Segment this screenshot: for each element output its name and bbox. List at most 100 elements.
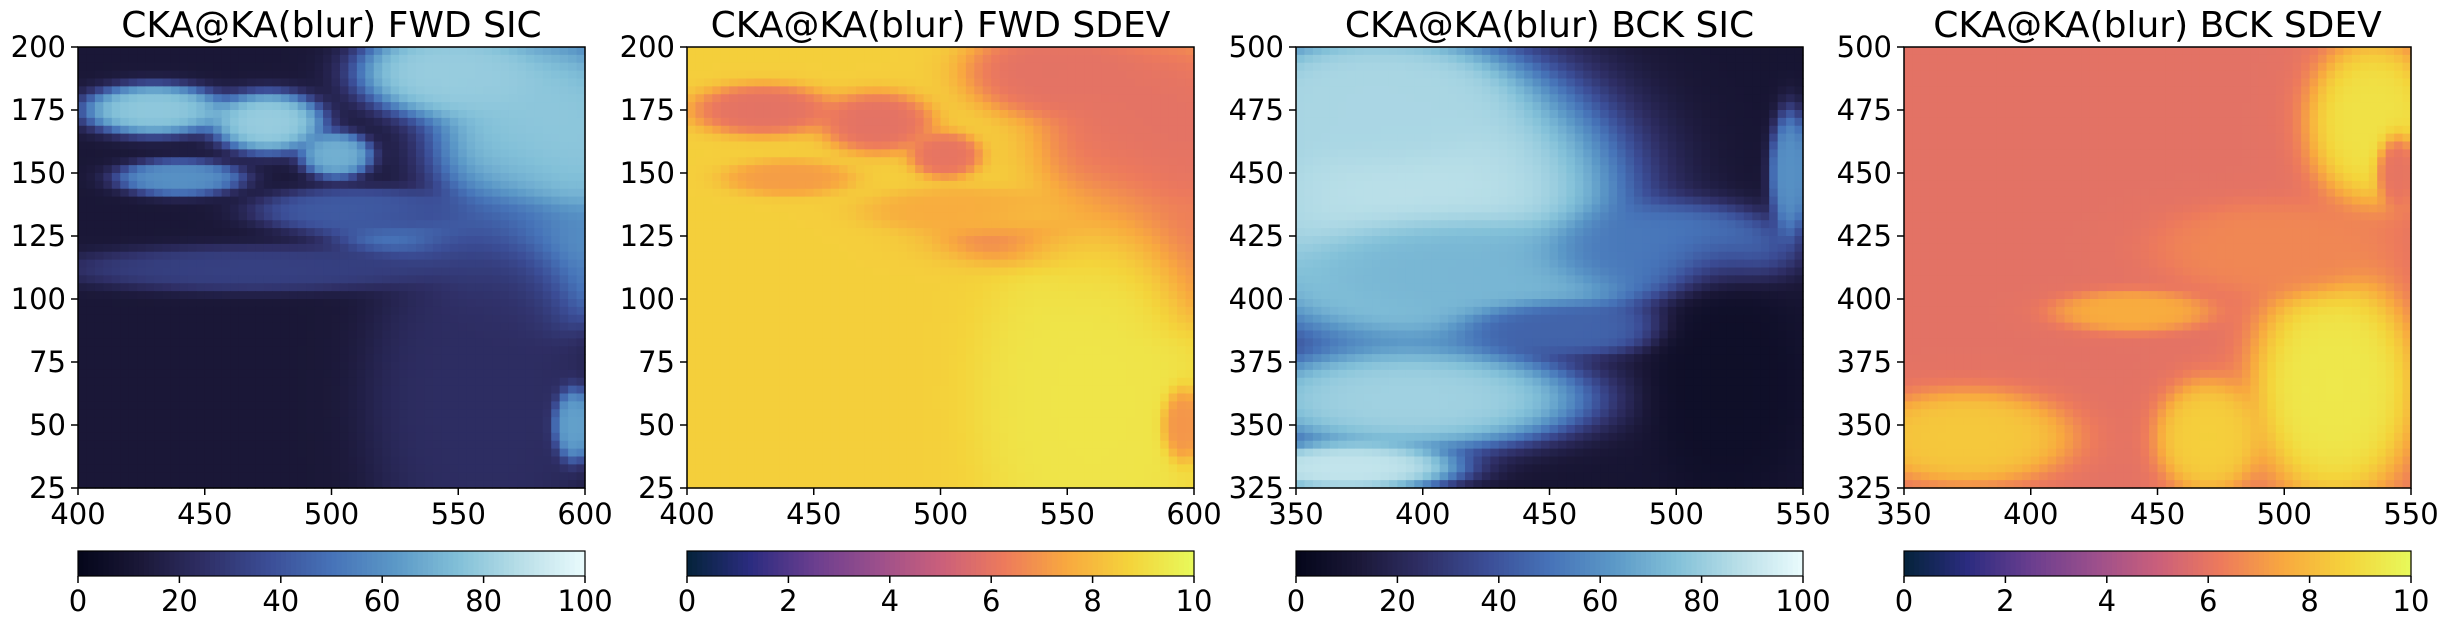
heatmap-cell: [280, 157, 290, 166]
heatmap-cell: [432, 228, 442, 237]
heatmap-cell: [86, 275, 96, 284]
heatmap-cell: [839, 188, 849, 198]
heatmap-cell: [568, 70, 578, 80]
heatmap-cell: [297, 62, 307, 72]
heatmap-cell: [382, 110, 392, 119]
heatmap-cell: [128, 212, 138, 221]
heatmap-cell: [712, 94, 722, 103]
heatmap-cell: [517, 228, 527, 237]
heatmap-cell: [466, 180, 476, 190]
heatmap-cell: [390, 464, 400, 473]
heatmap-cell: [737, 78, 747, 87]
heatmap-cell: [154, 314, 164, 324]
heatmap-cell: [999, 141, 1009, 150]
heatmap-cell: [390, 204, 400, 213]
heatmap-cell: [424, 204, 434, 213]
heatmap-cell: [1025, 125, 1035, 135]
heatmap-cell: [466, 110, 476, 119]
heatmap-cell: [492, 369, 502, 379]
heatmap-cell: [103, 464, 113, 473]
heatmap-cell: [289, 173, 299, 182]
heatmap-cell: [796, 236, 806, 245]
heatmap-cell: [940, 236, 950, 245]
heatmap-cell: [458, 267, 468, 276]
heatmap-cell: [230, 110, 240, 119]
heatmap-cell: [339, 243, 349, 253]
heatmap-cell: [534, 243, 544, 253]
heatmap-cell: [475, 385, 485, 395]
heatmap-cell: [331, 125, 341, 135]
heatmap-cell: [399, 157, 409, 166]
heatmap-cell: [856, 86, 866, 95]
heatmap-cell: [365, 480, 375, 489]
colorbar-segment: [184, 551, 191, 576]
heatmap-cell: [373, 291, 383, 300]
heatmap-cell: [1033, 54, 1043, 64]
heatmap-cell: [306, 141, 316, 150]
heatmap-cell: [771, 236, 781, 245]
heatmap-cell: [213, 330, 223, 339]
heatmap-cell: [906, 110, 916, 119]
heatmap-cell: [1126, 102, 1136, 111]
heatmap-cell: [839, 94, 849, 103]
heatmap-cell: [1109, 165, 1119, 174]
heatmap-cell: [754, 188, 764, 198]
heatmap-cell: [145, 283, 155, 292]
heatmap-cell: [779, 220, 789, 229]
heatmap-cell: [948, 165, 958, 174]
heatmap-cell: [365, 314, 375, 324]
heatmap-cell: [982, 157, 992, 166]
heatmap-cell: [534, 299, 544, 308]
heatmap-cell: [551, 354, 561, 363]
heatmap-cell: [500, 472, 510, 481]
heatmap-cell: [695, 173, 705, 182]
heatmap-cell: [466, 401, 476, 410]
heatmap-cell: [1008, 236, 1018, 245]
heatmap-cell: [441, 102, 451, 111]
heatmap-cell: [508, 204, 518, 213]
heatmap-cell: [339, 117, 349, 127]
heatmap-cell: [957, 141, 967, 150]
heatmap-cell: [128, 117, 138, 127]
heatmap-cell: [154, 86, 164, 95]
heatmap-cell: [712, 141, 722, 150]
heatmap-cell: [771, 86, 781, 95]
heatmap-cell: [78, 299, 88, 308]
heatmap-cell: [365, 464, 375, 473]
heatmap-cell: [957, 47, 967, 56]
heatmap-cell: [1117, 149, 1127, 158]
colorbar-segment: [285, 551, 292, 576]
heatmap-cell: [500, 212, 510, 221]
heatmap-cell: [331, 236, 341, 245]
heatmap-cell: [940, 173, 950, 182]
heatmap-cell: [297, 117, 307, 127]
heatmap-cell: [466, 62, 476, 72]
heatmap-cell: [1160, 125, 1170, 135]
heatmap-cell: [906, 157, 916, 166]
heatmap-cell: [906, 94, 916, 103]
heatmap-cell: [982, 78, 992, 87]
heatmap-cell: [272, 188, 282, 198]
heatmap-cell: [982, 149, 992, 158]
heatmap-cell: [1168, 228, 1178, 237]
heatmap-cell: [306, 283, 316, 292]
heatmap-cell: [314, 330, 324, 339]
heatmap-cell: [449, 180, 459, 190]
heatmap-cell: [568, 117, 578, 127]
heatmap-cell: [179, 472, 189, 481]
heatmap-cell: [213, 472, 223, 481]
heatmap-cell: [179, 385, 189, 395]
heatmap-cell: [238, 117, 248, 127]
heatmap-cell: [263, 464, 273, 473]
heatmap-cell: [534, 369, 544, 379]
heatmap-cell: [120, 228, 130, 237]
heatmap-cell: [356, 330, 366, 339]
heatmap-cell: [729, 220, 739, 229]
heatmap-cell: [466, 54, 476, 64]
heatmap-cell: [263, 70, 273, 80]
heatmap-cell: [1025, 188, 1035, 198]
heatmap-cell: [965, 70, 975, 80]
heatmap-cell: [1016, 157, 1026, 166]
heatmap-cell: [551, 149, 561, 158]
heatmap-cell: [483, 299, 493, 308]
